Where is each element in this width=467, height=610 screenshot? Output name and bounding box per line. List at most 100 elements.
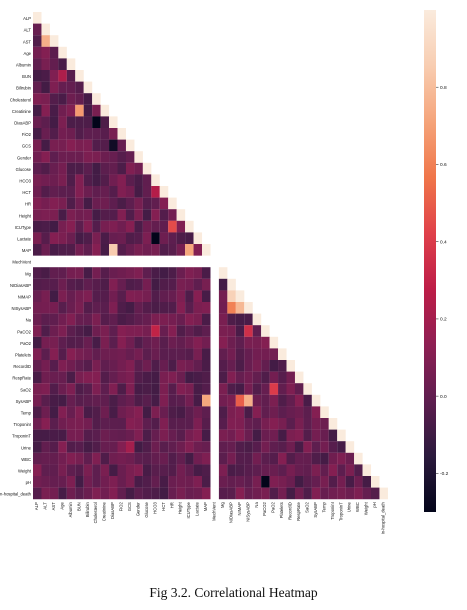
heatmap-cell	[92, 139, 101, 152]
heatmap-cell	[142, 267, 152, 279]
y-tick-label: Na	[26, 318, 32, 323]
heatmap-cell	[92, 371, 101, 384]
heatmap-cell	[185, 348, 194, 361]
heatmap-cell	[66, 441, 76, 453]
heatmap-cell	[58, 464, 67, 477]
heatmap-cell	[49, 220, 59, 233]
heatmap-cell	[100, 487, 110, 500]
colorbar-tick-label: 0.0	[440, 394, 447, 400]
heatmap-cell	[41, 174, 50, 187]
heatmap-cell	[151, 232, 160, 245]
heatmap-cell	[109, 302, 118, 314]
heatmap-cell	[75, 139, 84, 152]
heatmap-cell	[286, 418, 295, 430]
heatmap-cell	[100, 232, 110, 245]
heatmap-cell	[294, 452, 304, 465]
heatmap-cell	[83, 383, 93, 395]
heatmap-cell	[109, 371, 118, 384]
heatmap-cell	[41, 406, 50, 419]
y-tick-label: RecordID	[13, 364, 31, 369]
heatmap-cell	[218, 267, 228, 279]
heatmap-cell	[252, 325, 262, 337]
heatmap-cell	[66, 290, 76, 303]
heatmap-cell	[109, 186, 118, 198]
heatmap-cell	[125, 452, 135, 465]
heatmap-cell	[75, 452, 84, 465]
heatmap-cell	[83, 313, 93, 326]
heatmap-cell	[92, 220, 101, 233]
heatmap-cell	[151, 487, 160, 500]
heatmap-cell	[134, 162, 143, 175]
heatmap-cell	[235, 452, 245, 465]
heatmap-cell	[83, 128, 93, 140]
heatmap-cell	[345, 452, 355, 465]
x-tick-label: Platelets	[279, 502, 284, 518]
heatmap-cell	[176, 429, 186, 442]
heatmap-cell	[66, 220, 76, 233]
heatmap-cell	[49, 46, 59, 59]
heatmap-cell	[337, 476, 346, 488]
heatmap-cell	[117, 174, 126, 187]
heatmap-cell	[227, 360, 236, 372]
heatmap-cell	[66, 406, 76, 419]
x-tick-label: TroponinT	[338, 502, 343, 521]
heatmap-cell	[92, 464, 101, 477]
heatmap-cell	[227, 348, 236, 361]
heatmap-cell	[92, 174, 101, 187]
heatmap-cell	[185, 394, 194, 407]
heatmap-cell	[66, 487, 76, 500]
heatmap-cell	[100, 267, 110, 279]
heatmap-cell	[218, 302, 228, 314]
x-tick-label: ICUType	[186, 502, 191, 519]
heatmap-cell	[151, 244, 160, 256]
heatmap-cell	[185, 325, 194, 337]
heatmap-cell	[134, 348, 143, 361]
heatmap-cell	[117, 244, 126, 256]
heatmap-cell	[142, 302, 152, 314]
heatmap-cell	[235, 325, 245, 337]
heatmap-cell	[100, 452, 110, 465]
heatmap-cell	[193, 325, 203, 337]
heatmap-cell	[92, 487, 101, 500]
heatmap-cell	[227, 336, 236, 349]
heatmap-cell	[261, 360, 270, 372]
x-tick-label: AST	[51, 502, 56, 511]
heatmap-cell	[193, 290, 203, 303]
heatmap-cell	[49, 336, 59, 349]
heatmap-cell	[244, 487, 253, 500]
heatmap-cell	[193, 360, 203, 372]
heatmap-cell	[58, 174, 67, 187]
heatmap-cell	[278, 371, 287, 384]
heatmap-cell	[109, 394, 118, 407]
heatmap-cell	[49, 302, 59, 314]
heatmap-cell	[235, 360, 245, 372]
heatmap-cell	[66, 81, 76, 94]
heatmap-cell	[176, 278, 186, 291]
heatmap-cell	[202, 302, 211, 314]
y-tick-label: HCT	[22, 190, 31, 195]
x-tick-label: Bilirubin	[85, 502, 90, 518]
colorbar-tick-label: 0.2	[440, 317, 447, 323]
heatmap-cell	[252, 336, 262, 349]
heatmap-cell	[41, 209, 50, 221]
heatmap-cell	[58, 476, 67, 488]
y-tick-label: Bilirubin	[16, 86, 32, 91]
heatmap-cell	[193, 244, 203, 256]
heatmap-cell	[176, 336, 186, 349]
heatmap-cell	[134, 360, 143, 372]
heatmap-cell	[193, 464, 203, 477]
heatmap-cell	[176, 371, 186, 384]
heatmap-cell	[218, 476, 228, 488]
heatmap-cell	[218, 313, 228, 326]
heatmap-cell	[58, 244, 67, 256]
heatmap-cell	[176, 394, 186, 407]
colorbar: 0.8 0.6 0.4 0.2 0.0 -0.2	[424, 10, 449, 512]
heatmap-cell	[41, 104, 50, 117]
heatmap-cell	[235, 371, 245, 384]
heatmap-cell	[151, 267, 160, 279]
heatmap-cell	[100, 174, 110, 187]
y-tick-label: Urine	[21, 445, 32, 450]
heatmap-cell	[142, 186, 152, 198]
heatmap-cell	[100, 325, 110, 337]
heatmap-cell	[142, 383, 152, 395]
